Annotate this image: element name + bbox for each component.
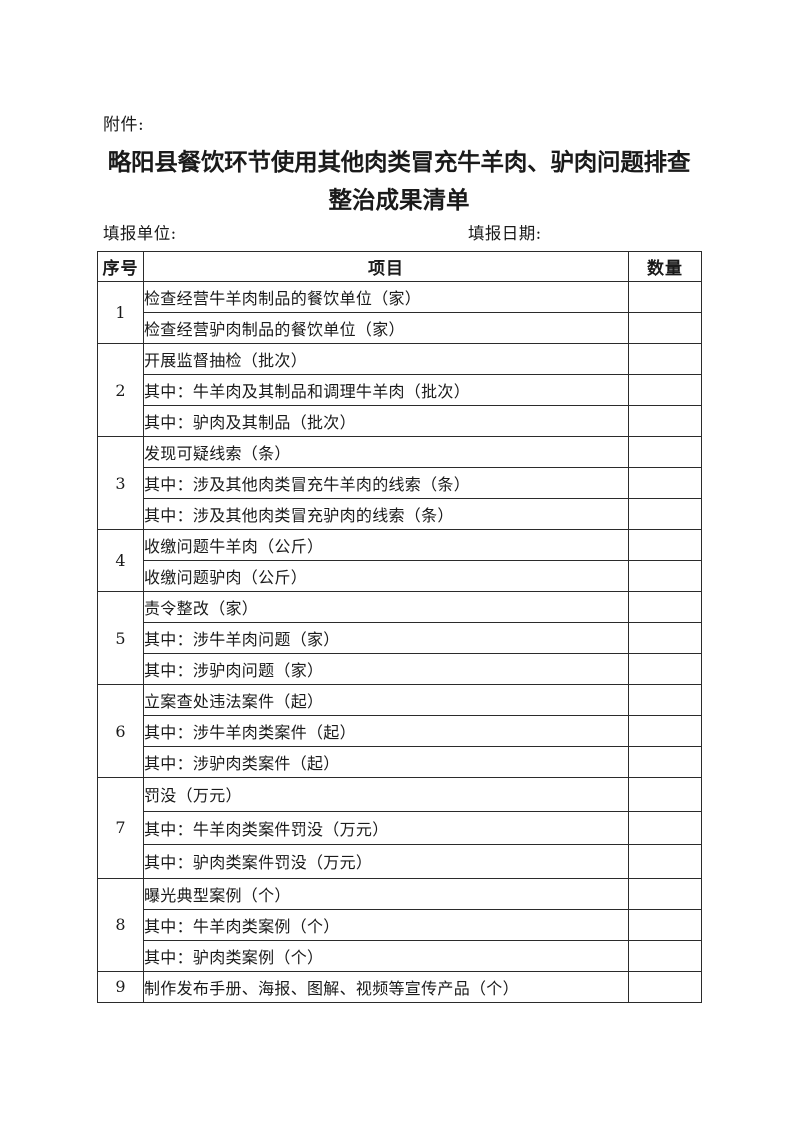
row-sequence-number: 5 <box>97 591 144 685</box>
row-quantity-field[interactable] <box>628 374 702 406</box>
row-quantity-field[interactable] <box>628 591 702 623</box>
row-quantity-field[interactable] <box>628 653 702 685</box>
form-meta-row: 填报单位: 填报日期: <box>103 221 703 247</box>
table-row: 9 制作发布手册、海报、图解、视频等宣传产品（个） <box>97 970 702 1003</box>
row-quantity-field[interactable] <box>628 281 702 313</box>
row-item-label: 其中：牛羊肉及其制品和调理牛羊肉（批次） <box>143 374 629 406</box>
attachment-label: 附件: <box>103 115 145 135</box>
row-item-label: 检查经营驴肉制品的餐饮单位（家） <box>143 312 629 344</box>
row-quantity-field[interactable] <box>628 343 702 375</box>
page-title-line-2: 整治成果清单 <box>328 186 470 214</box>
table-row: 其中：涉牛羊肉类案件（起） <box>98 715 702 747</box>
table-row: 收缴问题驴肉（公斤） <box>98 560 702 592</box>
page-title-line-1: 略阳县餐饮环节使用其他肉类冒充牛羊肉、驴肉问题排查 <box>107 148 691 176</box>
row-sequence-number: 7 <box>97 777 144 879</box>
row-item-label: 其中：牛羊肉类案例（个） <box>143 908 629 941</box>
row-item-label: 责令整改（家） <box>143 591 629 623</box>
column-header-seq: 序号 <box>97 251 144 282</box>
table-row: 其中：涉及其他肉类冒充驴肉的线索（条） <box>98 498 702 530</box>
table-row: 6 立案查处违法案件（起） <box>97 684 702 778</box>
row-item-label: 开展监督抽检（批次） <box>143 343 629 375</box>
table-row: 其中：牛羊肉类案件罚没（万元） <box>98 810 702 845</box>
table-row: 其中：涉驴肉问题（家） <box>98 653 702 685</box>
row-item-label: 罚没（万元） <box>143 777 629 812</box>
row-quantity-field[interactable] <box>628 436 702 468</box>
row-quantity-field[interactable] <box>628 467 702 499</box>
row-sequence-number: 3 <box>97 436 144 530</box>
table-row: 其中：牛羊肉及其制品和调理牛羊肉（批次） <box>98 374 702 406</box>
row-item-label: 立案查处违法案件（起） <box>143 684 629 716</box>
table-row: 其中：涉牛羊肉问题（家） <box>98 622 702 654</box>
table-head: 序号 项目 数量 <box>97 251 702 282</box>
row-item-label: 其中：涉及其他肉类冒充牛羊肉的线索（条） <box>143 467 629 499</box>
table-row: 8 曝光典型案例（个） <box>97 877 702 972</box>
page-title: 略阳县餐饮环节使用其他肉类冒充牛羊肉、驴肉问题排查 整治成果清单 <box>97 143 701 219</box>
row-sequence-number: 1 <box>97 281 144 344</box>
row-quantity-field[interactable] <box>628 405 702 437</box>
row-item-label: 收缴问题驴肉（公斤） <box>143 560 629 592</box>
table-row: 7 罚没（万元） <box>97 777 702 879</box>
row-quantity-field[interactable] <box>628 810 702 845</box>
row-sequence-number: 6 <box>97 684 144 778</box>
column-header-item: 项目 <box>143 251 629 282</box>
row-item-label: 其中：牛羊肉类案件罚没（万元） <box>143 810 629 845</box>
table-row: 其中：涉驴肉类案件（起） <box>98 746 702 778</box>
row-quantity-field[interactable] <box>628 877 702 910</box>
row-quantity-field[interactable] <box>628 908 702 941</box>
table-row: 其中：驴肉及其制品（批次） <box>98 405 702 437</box>
row-quantity-field[interactable] <box>628 844 702 879</box>
row-sequence-number: 2 <box>97 343 144 437</box>
table-header-row: 序号 项目 数量 <box>97 251 702 282</box>
row-item-label: 其中：涉驴肉类案件（起） <box>143 746 629 778</box>
row-quantity-field[interactable] <box>628 715 702 747</box>
row-quantity-field[interactable] <box>628 622 702 654</box>
table-row: 其中：驴肉类案件罚没（万元） <box>98 844 702 879</box>
row-quantity-field[interactable] <box>628 498 702 530</box>
row-quantity-field[interactable] <box>628 970 702 1003</box>
row-item-label: 曝光典型案例（个） <box>143 877 629 910</box>
row-quantity-field[interactable] <box>628 939 702 972</box>
row-item-label: 其中：驴肉类案例（个） <box>143 939 629 972</box>
table-row: 检查经营驴肉制品的餐饮单位（家） <box>98 312 702 344</box>
row-item-label: 制作发布手册、海报、图解、视频等宣传产品（个） <box>143 970 629 1003</box>
row-quantity-field[interactable] <box>628 529 702 561</box>
reporting-unit-label: 填报单位: <box>103 224 177 243</box>
row-item-label: 其中：涉及其他肉类冒充驴肉的线索（条） <box>143 498 629 530</box>
table-body: 1 检查经营牛羊肉制品的餐饮单位（家） 检查经营驴肉制品的餐饮单位（家） 2 开展监督抽… <box>97 281 702 1003</box>
reporting-date-label: 填报日期: <box>468 224 542 243</box>
row-item-label: 检查经营牛羊肉制品的餐饮单位（家） <box>143 281 629 313</box>
row-item-label: 其中：涉牛羊肉类案件（起） <box>143 715 629 747</box>
table-row: 其中：牛羊肉类案例（个） <box>98 908 702 941</box>
table-row: 其中：涉及其他肉类冒充牛羊肉的线索（条） <box>98 467 702 499</box>
row-sequence-number: 4 <box>97 529 144 592</box>
row-quantity-field[interactable] <box>628 777 702 812</box>
table-row: 4 收缴问题牛羊肉（公斤） <box>97 529 702 592</box>
row-item-label: 发现可疑线索（条） <box>143 436 629 468</box>
table-row: 2 开展监督抽检（批次） <box>97 343 702 437</box>
table-row: 3 发现可疑线索（条） <box>97 436 702 530</box>
table-row: 5 责令整改（家） <box>97 591 702 685</box>
row-quantity-field[interactable] <box>628 746 702 778</box>
row-quantity-field[interactable] <box>628 312 702 344</box>
table-row: 其中：驴肉类案例（个） <box>98 939 702 972</box>
row-sequence-number: 8 <box>97 877 144 972</box>
results-table-container: 序号 项目 数量 1 检查经营牛羊肉制品的餐饮单位（家） 检查经营驴肉制品的餐饮单位… <box>97 251 702 1003</box>
row-item-label: 其中：涉驴肉问题（家） <box>143 653 629 685</box>
row-item-label: 收缴问题牛羊肉（公斤） <box>143 529 629 561</box>
row-quantity-field[interactable] <box>628 560 702 592</box>
row-item-label: 其中：涉牛羊肉问题（家） <box>143 622 629 654</box>
row-sequence-number: 9 <box>97 970 144 1003</box>
table-row: 1 检查经营牛羊肉制品的餐饮单位（家） <box>97 281 702 344</box>
row-item-label: 其中：驴肉及其制品（批次） <box>143 405 629 437</box>
column-header-qty: 数量 <box>628 251 702 282</box>
row-quantity-field[interactable] <box>628 684 702 716</box>
row-item-label: 其中：驴肉类案件罚没（万元） <box>143 844 629 879</box>
results-table: 序号 项目 数量 1 检查经营牛羊肉制品的餐饮单位（家） 检查经营驴肉制品的餐饮单位… <box>97 251 702 1003</box>
